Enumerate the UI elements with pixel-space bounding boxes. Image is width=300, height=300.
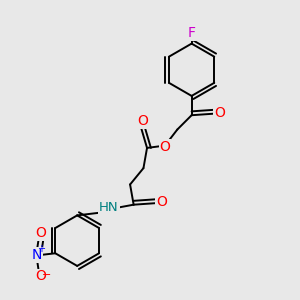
- Text: +: +: [37, 244, 45, 254]
- Text: O: O: [35, 226, 46, 240]
- Text: O: O: [159, 140, 170, 154]
- Text: O: O: [137, 114, 148, 128]
- Text: N: N: [32, 248, 42, 262]
- Text: O: O: [156, 195, 167, 209]
- Text: HN: HN: [99, 201, 119, 214]
- Text: −: −: [42, 270, 51, 280]
- Text: O: O: [214, 106, 225, 120]
- Text: F: F: [188, 26, 196, 40]
- Text: O: O: [35, 269, 46, 284]
